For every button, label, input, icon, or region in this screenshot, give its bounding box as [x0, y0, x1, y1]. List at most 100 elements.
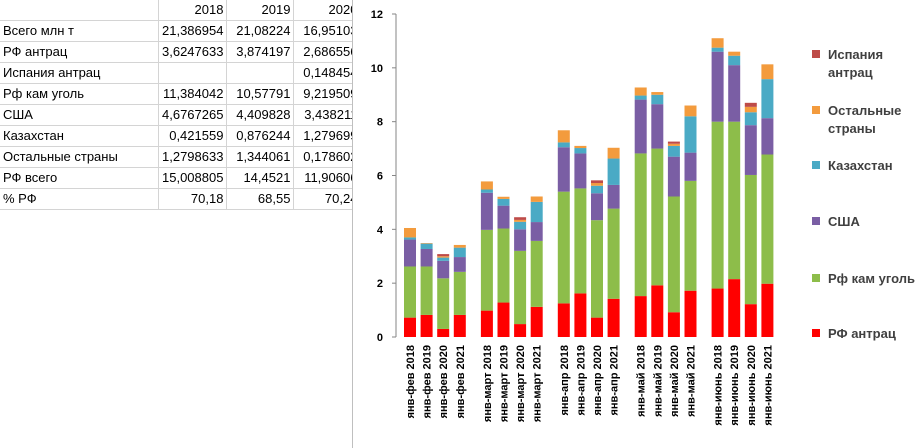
- bar-segment: [404, 227, 416, 238]
- value-cell[interactable]: 0,178602: [293, 146, 362, 168]
- legend-item-spain: Испания антрац: [812, 46, 918, 82]
- value-cell[interactable]: 10,57791: [226, 83, 295, 105]
- value-cell[interactable]: 14,4521: [226, 167, 295, 189]
- value-cell[interactable]: 4,6767265: [158, 104, 228, 126]
- x-tick-label: янв-апр 2020: [592, 345, 604, 416]
- value-cell[interactable]: 15,008805: [158, 167, 228, 189]
- bar-segment: [744, 106, 757, 113]
- bar-segment: [711, 51, 724, 122]
- value-cell[interactable]: 3,438211: [293, 104, 362, 126]
- value-cell[interactable]: 0,876244: [226, 125, 295, 147]
- bar-segment: [420, 243, 433, 249]
- value-cell[interactable]: 1,279699: [293, 125, 362, 147]
- bar-segment: [651, 285, 664, 337]
- bar-segment: [591, 317, 603, 337]
- bar-segment: [634, 87, 647, 96]
- bar-segment: [480, 181, 493, 190]
- bar-segment: [557, 303, 570, 337]
- value-cell[interactable]: 2018: [158, 0, 228, 21]
- row-label-cell[interactable]: % РФ: [0, 188, 159, 210]
- bar-segment: [728, 279, 741, 337]
- table-row: Казахстан 0,421559 0,876244 1,279699: [0, 125, 362, 147]
- bar-segment: [591, 180, 603, 184]
- bar-segment: [591, 220, 603, 318]
- value-cell[interactable]: 3,874197: [226, 41, 295, 63]
- value-cell[interactable]: 2019: [226, 0, 295, 21]
- spreadsheet-body: 2018 2019 2020 Всего млн т 21,386954 21,08224…: [0, 0, 362, 210]
- bar-segment: [574, 293, 587, 337]
- bar-segment: [437, 278, 450, 329]
- value-cell[interactable]: 9,219509: [293, 83, 362, 105]
- row-label-cell[interactable]: Остальные страны: [0, 146, 159, 168]
- x-tick-label: янв-март 2018: [482, 345, 494, 422]
- bar-segment: [667, 196, 680, 313]
- bar-segment: [574, 188, 587, 294]
- x-tick-label: янв-июнь 2019: [729, 345, 741, 426]
- value-cell[interactable]: 68,55: [226, 188, 295, 210]
- bar-segment: [530, 196, 543, 202]
- value-cell[interactable]: 3,6247633: [158, 41, 228, 63]
- row-label-cell[interactable]: РФ всего: [0, 167, 159, 189]
- bar-segment: [574, 153, 587, 189]
- bar-segment: [514, 219, 527, 222]
- bar-segment: [667, 145, 680, 157]
- bar-segment: [761, 79, 774, 119]
- value-cell[interactable]: 21,386954: [158, 20, 228, 42]
- x-tick-label: янв-май 2021: [686, 345, 698, 417]
- bar-segment: [761, 154, 774, 284]
- bar-segment: [530, 222, 543, 241]
- legend-swatch: [812, 50, 820, 58]
- legend-label: Остальные страны: [828, 103, 902, 136]
- x-tick-label: янв-фев 2020: [438, 345, 450, 418]
- row-label-cell[interactable]: Казахстан: [0, 125, 159, 147]
- legend-item-kazakhstan: Казахстан: [812, 157, 918, 175]
- bar-segment: [453, 244, 466, 248]
- row-label-cell[interactable]: [0, 0, 159, 21]
- value-cell[interactable]: 11,90606: [293, 167, 362, 189]
- bar-segment: [437, 260, 450, 279]
- legend-item-rf-anthracite: РФ антрац: [812, 325, 918, 343]
- value-cell[interactable]: [158, 62, 228, 84]
- bar-segment: [684, 152, 697, 181]
- table-row: РФ всего 15,008805 14,4521 11,90606: [0, 167, 362, 189]
- row-label-cell[interactable]: Рф кам уголь: [0, 83, 159, 105]
- value-cell[interactable]: 1,2798633: [158, 146, 228, 168]
- value-cell[interactable]: 70,18: [158, 188, 228, 210]
- row-label-cell[interactable]: США: [0, 104, 159, 126]
- bar-segment: [480, 310, 493, 337]
- x-tick-label: янв-май 2018: [636, 345, 648, 417]
- bar-segment: [591, 193, 603, 221]
- value-cell[interactable]: 21,08224: [226, 20, 295, 42]
- value-cell[interactable]: 2020: [293, 0, 362, 21]
- header-row: 2018 2019 2020: [0, 0, 362, 21]
- y-tick-label: 10: [371, 63, 383, 75]
- bar-segment: [497, 198, 510, 206]
- value-cell[interactable]: 0,421559: [158, 125, 228, 147]
- value-cell[interactable]: 0,148454: [293, 62, 362, 84]
- bar-segment: [744, 102, 757, 107]
- bar-segment: [651, 94, 664, 105]
- value-cell[interactable]: 16,95103: [293, 20, 362, 42]
- value-cell[interactable]: [226, 62, 295, 84]
- bar-segment: [480, 192, 493, 230]
- bar-segment: [667, 156, 680, 197]
- value-cell[interactable]: 70,24: [293, 188, 362, 210]
- value-cell[interactable]: 2,686556: [293, 41, 362, 63]
- value-cell[interactable]: 4,409828: [226, 104, 295, 126]
- bar-segment: [514, 324, 527, 337]
- value-cell[interactable]: 1,344061: [226, 146, 295, 168]
- x-tick-label: янв-июнь 2018: [713, 345, 725, 426]
- row-label-cell[interactable]: Всего млн т: [0, 20, 159, 42]
- table-row: Рф кам уголь 11,384042 10,57791 9,219509: [0, 83, 362, 105]
- bar-segment: [404, 266, 416, 318]
- y-tick-label: 2: [377, 278, 383, 290]
- bar-segment: [684, 180, 697, 291]
- table-row: США 4,6767265 4,409828 3,438211: [0, 104, 362, 126]
- x-tick-label: янв-март 2021: [532, 345, 544, 422]
- row-label-cell[interactable]: Испания антрац: [0, 62, 159, 84]
- value-cell[interactable]: 11,384042: [158, 83, 228, 105]
- bar-segment: [404, 317, 416, 337]
- row-label-cell[interactable]: РФ антрац: [0, 41, 159, 63]
- bar-segment: [497, 205, 510, 229]
- legend-swatch: [812, 274, 820, 282]
